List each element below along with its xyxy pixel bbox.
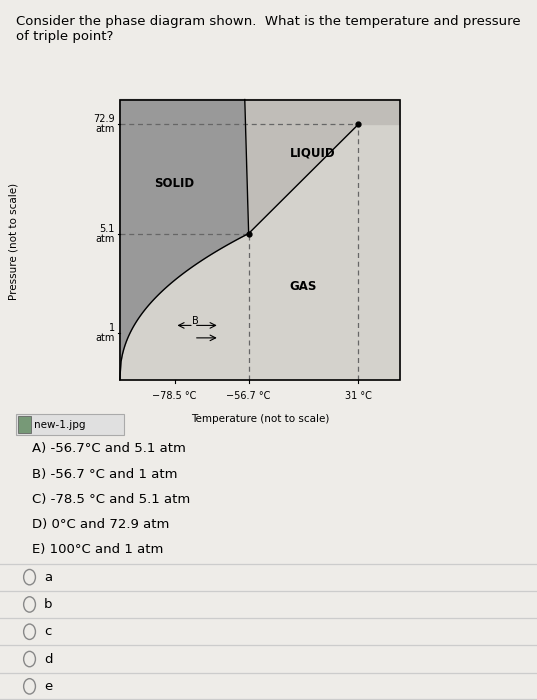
Text: 5.1
atm: 5.1 atm (96, 223, 115, 244)
Text: e: e (44, 680, 52, 693)
Text: b: b (44, 598, 53, 611)
Text: C) -78.5 °C and 5.1 atm: C) -78.5 °C and 5.1 atm (32, 493, 191, 506)
Text: D) 0°C and 72.9 atm: D) 0°C and 72.9 atm (32, 518, 170, 531)
Text: 1
atm: 1 atm (96, 323, 115, 343)
Text: Consider the phase diagram shown.  What is the temperature and pressure of tripl: Consider the phase diagram shown. What i… (16, 15, 521, 43)
Text: GAS: GAS (290, 280, 317, 293)
Text: Temperature (not to scale): Temperature (not to scale) (191, 414, 329, 424)
Text: B: B (192, 316, 199, 326)
Text: SOLID: SOLID (155, 177, 194, 190)
Text: −56.7 °C: −56.7 °C (227, 391, 271, 401)
Text: a: a (44, 570, 52, 584)
Text: 72.9
atm: 72.9 atm (93, 115, 115, 134)
Bar (120, 99, 400, 380)
Polygon shape (245, 99, 400, 234)
Text: E) 100°C and 1 atm: E) 100°C and 1 atm (32, 543, 164, 556)
Text: new-1.jpg: new-1.jpg (34, 420, 86, 430)
Text: LIQUID: LIQUID (291, 146, 336, 159)
Text: c: c (44, 625, 52, 638)
Bar (18, 416, 31, 433)
Polygon shape (120, 125, 400, 380)
Text: Pressure (not to scale): Pressure (not to scale) (9, 183, 18, 300)
Text: A) -56.7°C and 5.1 atm: A) -56.7°C and 5.1 atm (32, 442, 186, 456)
Text: B) -56.7 °C and 1 atm: B) -56.7 °C and 1 atm (32, 468, 178, 481)
Text: −78.5 °C: −78.5 °C (153, 391, 197, 401)
Polygon shape (120, 99, 249, 380)
Text: 31 °C: 31 °C (345, 391, 372, 401)
Text: d: d (44, 652, 53, 666)
